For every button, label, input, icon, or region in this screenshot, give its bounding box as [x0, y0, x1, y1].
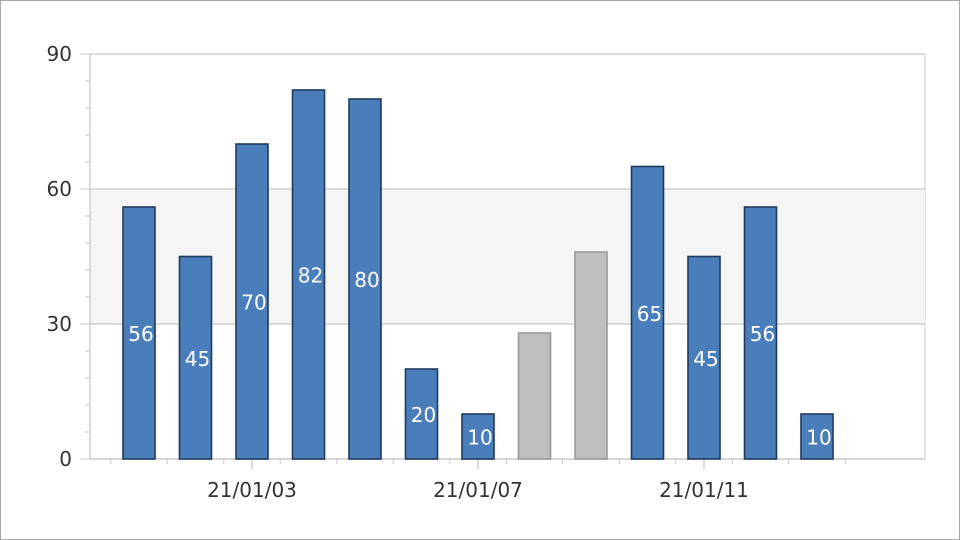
y-axis: 0 30 60 90	[47, 42, 91, 471]
data-label: 82	[298, 264, 323, 288]
data-label: 10	[467, 426, 492, 450]
bar	[461, 413, 495, 460]
bar	[404, 368, 439, 460]
bar	[178, 255, 213, 460]
data-label: 56	[128, 322, 153, 346]
data-label: 70	[241, 291, 266, 315]
x-axis: 21/01/03 21/01/07 21/01/11	[90, 458, 925, 502]
data-label: 20	[411, 403, 436, 427]
bar	[574, 251, 608, 460]
data-label: 45	[693, 347, 718, 371]
y-tick-label: 30	[47, 312, 72, 336]
data-label: 56	[750, 322, 775, 346]
data-label: 80	[354, 268, 379, 292]
x-tick-label: 21/01/11	[659, 478, 749, 502]
bar	[800, 413, 834, 460]
bar	[122, 206, 156, 460]
bar	[743, 206, 778, 460]
data-labels: 56 45 70 82 80 20 10 65 45 56 10	[128, 264, 831, 450]
x-tick-label: 21/01/07	[433, 478, 523, 502]
bar	[517, 332, 552, 460]
bar	[291, 89, 326, 460]
data-label: 10	[806, 426, 831, 450]
bar	[348, 98, 382, 460]
value-band	[90, 189, 925, 324]
bars	[122, 89, 834, 460]
bar	[630, 165, 665, 460]
bar	[687, 255, 721, 460]
data-label: 45	[185, 347, 210, 371]
bar	[235, 143, 269, 460]
y-tick-label: 90	[47, 42, 72, 66]
x-tick-label: 21/01/03	[207, 478, 297, 502]
y-tick-label: 0	[59, 447, 72, 471]
data-label: 65	[637, 302, 662, 326]
y-tick-label: 60	[47, 177, 72, 201]
